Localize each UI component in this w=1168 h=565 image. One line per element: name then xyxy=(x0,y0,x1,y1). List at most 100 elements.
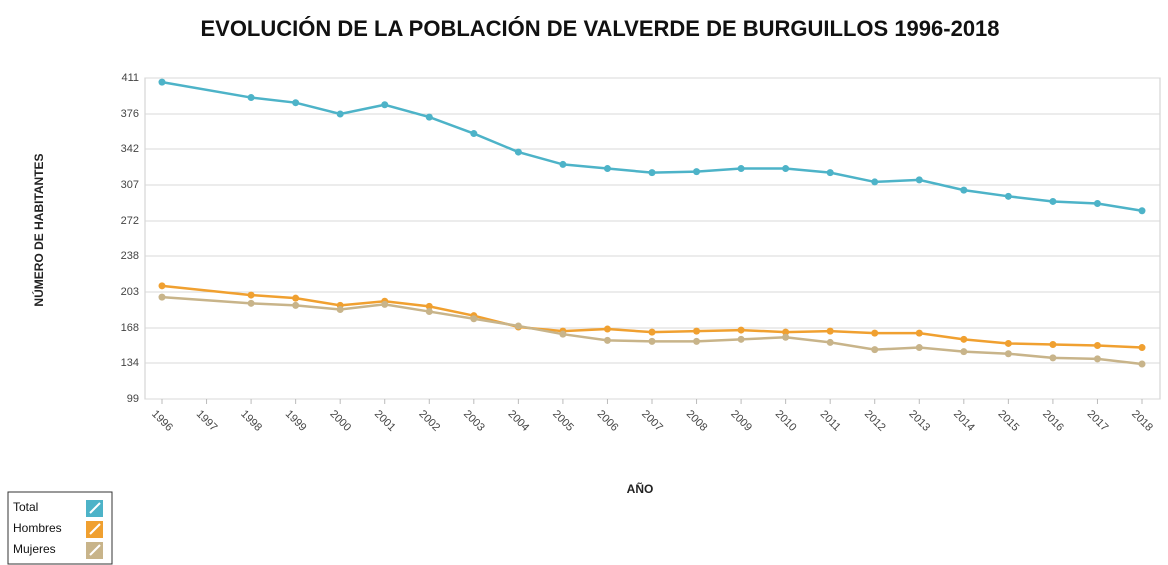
data-point xyxy=(514,322,522,330)
data-point xyxy=(871,329,879,337)
data-point xyxy=(648,169,656,177)
data-point xyxy=(960,186,968,194)
data-point xyxy=(737,335,745,343)
y-tick-label: 134 xyxy=(121,357,139,369)
x-tick-label: 1999 xyxy=(283,408,309,434)
x-tick-label: 2007 xyxy=(639,408,665,434)
y-tick-label: 342 xyxy=(121,143,139,155)
data-point xyxy=(1004,339,1012,347)
x-tick-label: 2017 xyxy=(1085,408,1111,434)
data-point xyxy=(425,113,433,121)
data-point xyxy=(381,101,389,109)
data-point xyxy=(960,335,968,343)
data-point xyxy=(247,291,255,299)
legend-icon xyxy=(89,502,101,514)
x-tick-label: 2010 xyxy=(773,408,799,434)
chart-title: EVOLUCIÓN DE LA POBLACIÓN DE VALVERDE DE… xyxy=(200,16,999,41)
x-tick-label: 2004 xyxy=(506,408,532,434)
data-point xyxy=(1138,360,1146,368)
legend-label: Mujeres xyxy=(13,542,56,556)
data-point xyxy=(1004,192,1012,200)
data-point xyxy=(1004,350,1012,358)
data-point xyxy=(292,301,300,309)
x-tick-label: 2003 xyxy=(461,408,487,434)
data-point xyxy=(826,338,834,346)
data-point xyxy=(1138,207,1146,215)
data-point xyxy=(737,326,745,334)
x-tick-label: 2013 xyxy=(906,408,932,434)
y-tick-label: 411 xyxy=(121,72,139,84)
data-point xyxy=(1049,354,1057,362)
data-point xyxy=(603,336,611,344)
data-point xyxy=(603,325,611,333)
x-tick-label: 2005 xyxy=(550,408,576,434)
data-point xyxy=(381,300,389,308)
y-tick-label: 99 xyxy=(127,393,139,405)
data-point xyxy=(158,78,166,86)
data-point xyxy=(648,337,656,345)
legend-label: Hombres xyxy=(13,521,62,535)
series-line xyxy=(161,284,1143,349)
data-point xyxy=(247,94,255,102)
data-point xyxy=(1049,340,1057,348)
data-point xyxy=(158,282,166,290)
data-point xyxy=(871,178,879,186)
data-point xyxy=(826,327,834,335)
data-point xyxy=(826,169,834,177)
y-tick-label: 168 xyxy=(121,322,139,334)
x-tick-label: 2001 xyxy=(372,408,398,434)
legend-icon xyxy=(89,523,101,535)
data-point xyxy=(425,308,433,316)
data-point xyxy=(693,327,701,335)
data-point xyxy=(336,110,344,118)
data-point xyxy=(1049,197,1057,205)
data-point xyxy=(915,176,923,184)
x-tick-label: 2006 xyxy=(595,408,621,434)
x-tick-label: 2000 xyxy=(327,408,353,434)
data-point xyxy=(292,99,300,107)
x-tick-label: 2012 xyxy=(862,408,888,434)
y-tick-label: 272 xyxy=(121,215,139,227)
data-point xyxy=(247,299,255,307)
x-tick-label: 1998 xyxy=(238,408,264,434)
data-point xyxy=(470,315,478,323)
data-point xyxy=(559,160,567,168)
y-tick-label: 203 xyxy=(121,286,139,298)
data-point xyxy=(782,165,790,173)
data-point xyxy=(960,348,968,356)
series-line xyxy=(161,295,1143,366)
data-point xyxy=(693,337,701,345)
data-point xyxy=(603,165,611,173)
y-tick-label: 376 xyxy=(121,108,139,120)
data-point xyxy=(871,346,879,354)
data-point xyxy=(336,305,344,313)
data-point xyxy=(915,329,923,337)
x-tick-label: 2008 xyxy=(684,408,710,434)
data-point xyxy=(782,333,790,341)
x-tick-label: 2018 xyxy=(1129,408,1155,434)
data-point xyxy=(1093,200,1101,208)
x-tick-label: 2015 xyxy=(996,408,1022,434)
data-point xyxy=(915,344,923,352)
x-axis-label: AÑO xyxy=(627,481,654,496)
x-tick-label: 2011 xyxy=(818,408,843,433)
data-point xyxy=(1093,342,1101,349)
data-point xyxy=(1093,355,1101,363)
x-tick-label: 2016 xyxy=(1040,408,1066,434)
series-line xyxy=(161,80,1143,212)
data-point xyxy=(425,302,433,310)
x-tick-label: 2002 xyxy=(416,408,442,434)
data-point xyxy=(648,328,656,336)
x-tick-label: 1996 xyxy=(149,408,175,434)
data-point xyxy=(693,168,701,176)
data-point xyxy=(514,148,522,156)
legend-icon xyxy=(89,544,101,556)
legend-label: Total xyxy=(13,500,38,514)
data-point xyxy=(470,130,478,138)
data-point xyxy=(292,294,300,302)
x-tick-label: 2009 xyxy=(728,408,754,434)
y-tick-label: 307 xyxy=(121,179,139,191)
x-tick-label: 2014 xyxy=(951,408,977,434)
data-point xyxy=(737,165,745,173)
